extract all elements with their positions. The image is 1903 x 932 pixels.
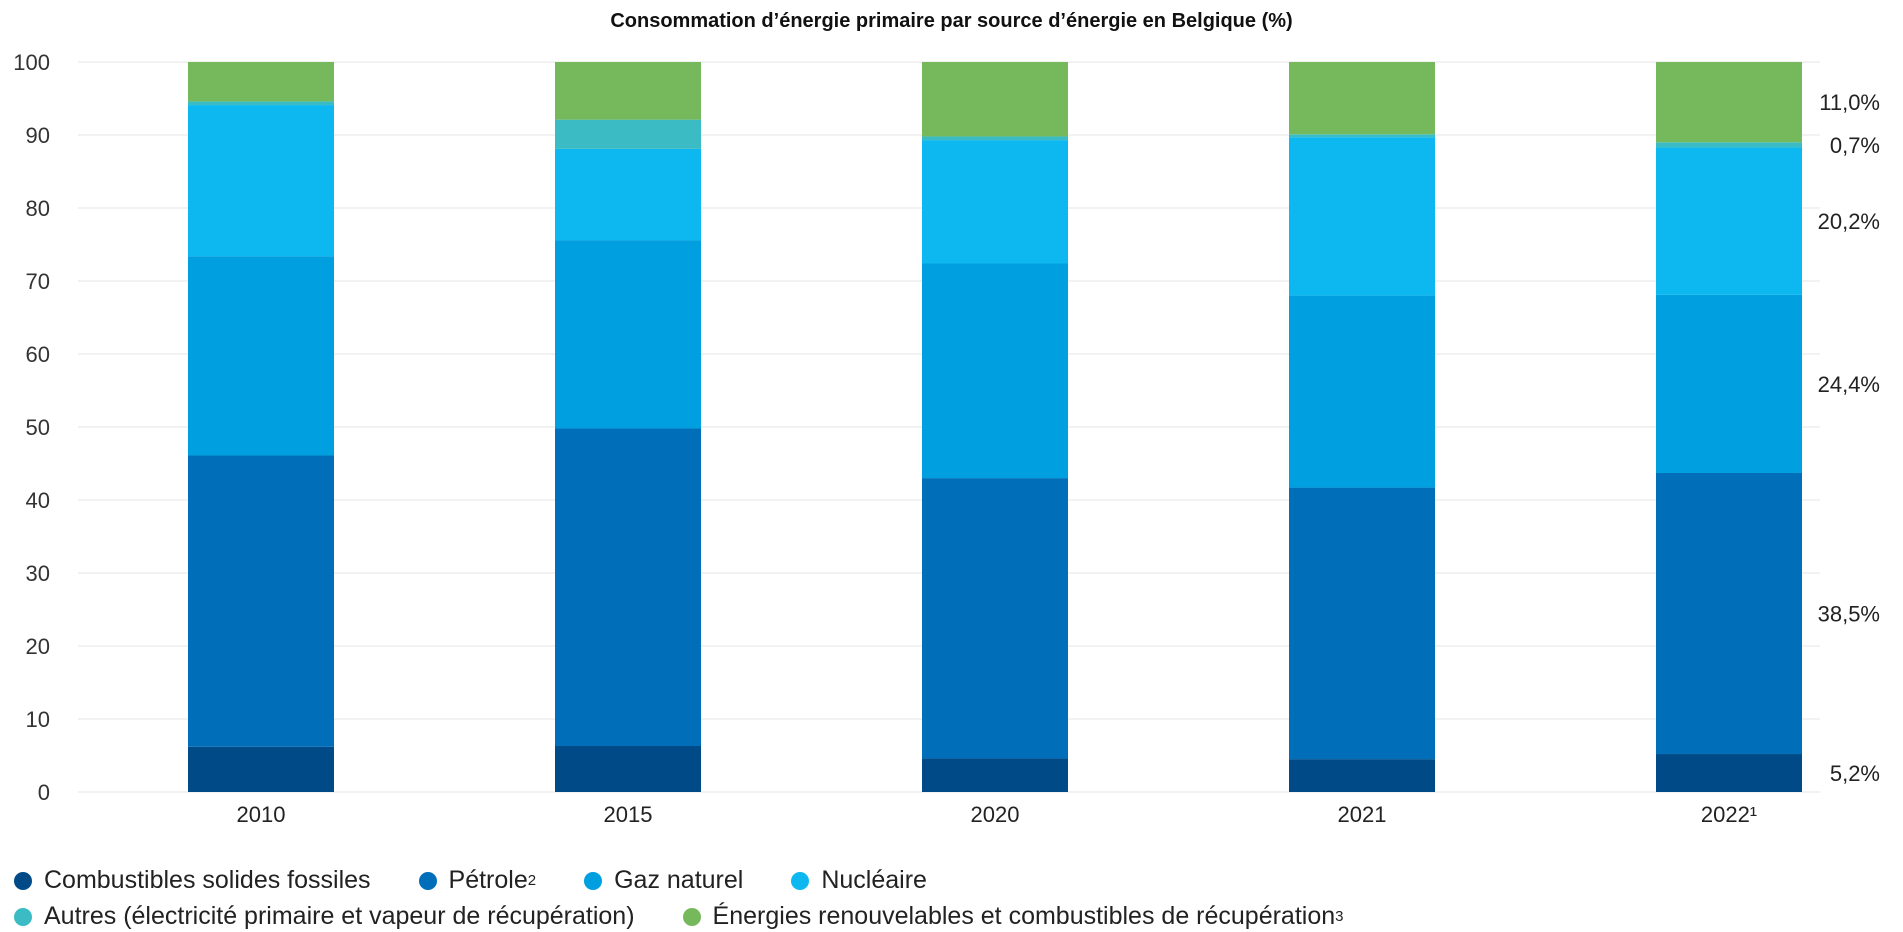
bar-segment <box>1656 472 1802 755</box>
x-tick-label: 2021 <box>1338 802 1387 827</box>
bar-segment <box>1656 294 1802 473</box>
legend-swatch <box>584 871 603 890</box>
bar-segment <box>1656 147 1802 295</box>
bar-segment <box>188 101 334 106</box>
legend-label: Gaz naturel <box>614 866 744 894</box>
y-axis-tick-labels: 0 10 20 30 40 50 60 70 80 90 100 <box>13 50 50 805</box>
y-tick-label: 0 <box>38 780 50 805</box>
data-label: 38,5% <box>1818 602 1880 627</box>
bar-segment <box>922 478 1068 759</box>
bar-segment <box>922 62 1068 137</box>
y-tick-label: 30 <box>26 561 50 586</box>
bar-segment <box>555 62 701 120</box>
legend-footnote-marker: 3 <box>1335 908 1344 925</box>
bar-segment <box>555 148 701 241</box>
bar-segment <box>1289 295 1435 488</box>
legend-row-2: Autres (électricité primaire et vapeur d… <box>14 902 1392 931</box>
legend-swatch <box>14 871 32 890</box>
legend-label: Nucléaire <box>821 866 927 894</box>
legend-swatch <box>14 907 32 926</box>
legend-item: Combustibles solides fossiles <box>14 866 371 895</box>
legend-item: Énergies renouvelables et combustibles d… <box>682 902 1344 931</box>
data-label: 5,2% <box>1830 761 1880 786</box>
bar-segment <box>188 256 334 456</box>
data-label: 20,2% <box>1818 209 1880 234</box>
x-tick-label: 2015 <box>604 802 653 827</box>
bar-segment <box>188 746 334 792</box>
bar-segment <box>555 428 701 747</box>
legend-item: Gaz naturel <box>584 866 743 895</box>
legend-item: Nucléaire <box>791 866 927 895</box>
bar-segment <box>1656 142 1802 148</box>
x-tick-label: 2022¹ <box>1701 802 1757 827</box>
legend-label: Énergies renouvelables et combustibles d… <box>712 902 1336 930</box>
legend-swatch <box>418 871 437 890</box>
bar-segment <box>1289 759 1435 792</box>
y-tick-label: 90 <box>26 123 50 148</box>
legend-label: Combustibles solides fossiles <box>44 866 371 894</box>
bar-segment <box>1289 134 1435 138</box>
legend-swatch <box>791 871 810 890</box>
bar-segment <box>1656 754 1802 792</box>
y-tick-label: 80 <box>26 196 50 221</box>
bar-segment <box>555 746 701 792</box>
data-label: 24,4% <box>1818 372 1880 397</box>
bar-segment <box>922 758 1068 792</box>
bar-segment <box>922 263 1068 479</box>
legend-label: Pétrole <box>448 866 528 894</box>
bar-segment <box>1289 62 1435 135</box>
x-tick-label: 2010 <box>237 802 286 827</box>
legend-item: Autres (électricité primaire et vapeur d… <box>14 902 635 931</box>
bar-segment <box>1289 487 1435 760</box>
bar-segment <box>1656 62 1802 143</box>
y-tick-label: 60 <box>26 342 50 367</box>
bar-segment <box>922 140 1068 264</box>
bar-segment <box>188 62 334 102</box>
y-tick-label: 20 <box>26 634 50 659</box>
y-tick-label: 10 <box>26 707 50 732</box>
data-label: 0,7% <box>1830 133 1880 158</box>
data-label: 11,0% <box>1819 90 1880 115</box>
y-tick-label: 50 <box>26 415 50 440</box>
legend-row-1: Combustibles solides fossiles Pétrole 2 Gaz… <box>14 866 975 895</box>
y-tick-label: 100 <box>13 50 50 75</box>
x-tick-label: 2020 <box>971 802 1020 827</box>
legend-swatch <box>682 907 701 926</box>
y-tick-label: 40 <box>26 488 50 513</box>
bar-segment <box>555 119 701 149</box>
data-labels: 5,2% 38,5% 24,4% 20,2% 0,7% 11,0% <box>1818 90 1880 786</box>
bar-segment <box>188 105 334 257</box>
bar-segment <box>188 455 334 747</box>
legend-label: Autres (électricité primaire et vapeur d… <box>44 902 635 930</box>
chart-title: Consommation d’énergie primaire par sour… <box>610 10 1293 32</box>
bar-segment <box>555 240 701 429</box>
y-tick-label: 70 <box>26 269 50 294</box>
bar-segment <box>1289 137 1435 296</box>
bar-segment <box>922 136 1068 141</box>
bars <box>188 62 1802 792</box>
x-axis-tick-labels: 2010 2015 2020 2021 2022¹ <box>237 802 1758 827</box>
legend-footnote-marker: 2 <box>527 872 537 889</box>
legend-item: Pétrole 2 <box>418 866 537 895</box>
